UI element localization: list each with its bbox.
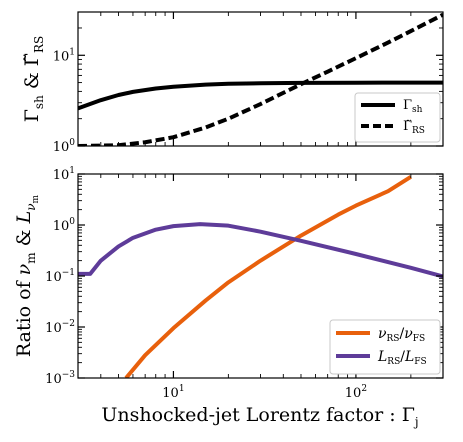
bot-y-tick-label: 101 — [53, 166, 75, 183]
top-y-tick-label: 100 — [53, 138, 76, 155]
legend-label-nu-ratio: νRS/νFS — [378, 326, 425, 344]
top-panel: 100 101 Γsh & Γ̃RS Γsh Γ̃RS — [21, 11, 444, 155]
legend-label-gamma-sh: Γsh — [403, 98, 423, 115]
bot-y-tick-label: 10−2 — [45, 319, 75, 336]
bottom-y-tick-labels: 10−3 10−2 10−1 100 101 — [45, 166, 75, 387]
bottom-plot-lines — [78, 175, 443, 378]
bottom-y-axis-label: Ratio of νm & Lνm — [13, 194, 41, 357]
bottom-x-tick-labels: 101 102 — [162, 384, 367, 401]
top-series-line-0 — [78, 80, 443, 111]
legend-label-gamma-rs: Γ̃RS — [403, 119, 425, 136]
bot-x-tick-label: 101 — [162, 384, 184, 401]
bot-x-tick-label: 102 — [345, 384, 367, 401]
bot-y-tick-label: 100 — [53, 217, 76, 234]
bottom-panel: 10−3 10−2 10−1 100 101 101 102 Ratio of νm & … — [13, 166, 444, 429]
top-y-tick-labels: 100 101 — [53, 47, 76, 155]
legend-label-l-ratio: LRS/LFS — [377, 349, 427, 367]
top-y-tick-label: 101 — [53, 47, 75, 64]
bottom-legend: νRS/νFS LRS/LFS — [329, 319, 441, 375]
top-axis-ticks — [77, 11, 444, 147]
bot-y-tick-label: 10−3 — [45, 370, 75, 387]
bot-series-line-0 — [124, 175, 412, 378]
bottom-axis-ticks — [77, 173, 444, 379]
top-legend: Γsh Γ̃RS — [354, 92, 441, 143]
top-y-axis-label: Γsh & Γ̃RS — [21, 36, 46, 123]
bot-series-line-1 — [78, 222, 443, 279]
bottom-x-axis-label: Unshocked-jet Lorentz factor : Γj — [101, 404, 418, 429]
bot-y-tick-label: 10−1 — [45, 268, 75, 285]
